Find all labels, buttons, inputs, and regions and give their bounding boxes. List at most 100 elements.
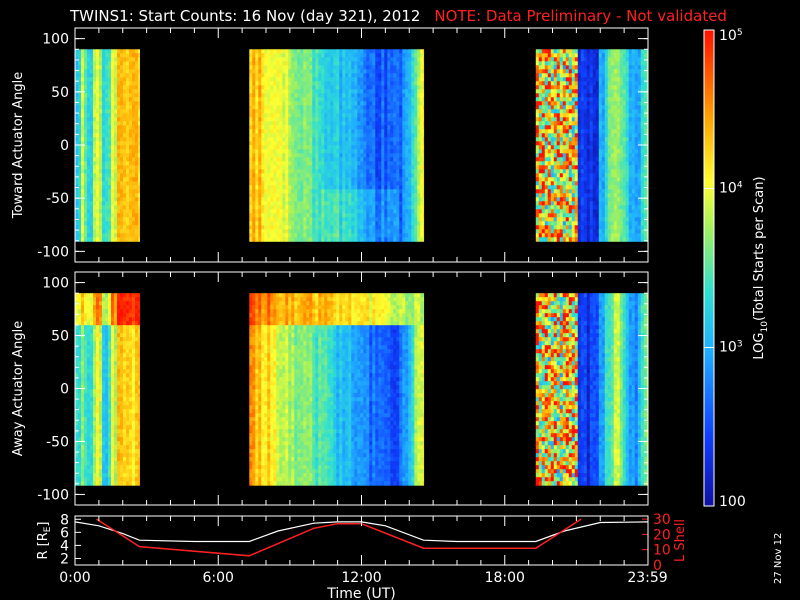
heatmap-cell: [279, 181, 283, 186]
heatmap-cell: [592, 61, 597, 66]
heatmap-cell: [81, 53, 85, 58]
heatmap-cell: [342, 137, 346, 142]
heatmap-cell: [120, 209, 124, 214]
heatmap-cell: [132, 229, 136, 234]
heatmap-cell: [408, 57, 412, 62]
heatmap-cell: [562, 73, 567, 78]
heatmap-cell: [369, 221, 373, 226]
heatmap-cell: [553, 49, 558, 54]
heatmap-cell: [363, 125, 367, 130]
heatmap-cell: [99, 125, 103, 130]
heatmap-cell: [294, 57, 298, 62]
heatmap-cell: [420, 117, 424, 122]
heatmap-cell: [285, 213, 289, 218]
heatmap-cell: [294, 189, 298, 194]
heatmap-cell: [390, 173, 394, 178]
heatmap-cell: [324, 49, 328, 54]
heatmap-cell: [589, 237, 594, 242]
heatmap-cell: [285, 105, 289, 110]
heatmap-cell: [351, 61, 355, 66]
heatmap-cell: [339, 65, 343, 70]
heatmap-cell: [369, 133, 373, 138]
heatmap-cell: [327, 93, 331, 98]
heatmap-cell: [339, 93, 343, 98]
heatmap-cell: [589, 101, 594, 106]
heatmap-cell: [258, 185, 262, 190]
heatmap-cell: [580, 229, 585, 234]
heatmap-cell: [87, 73, 91, 78]
heatmap-cell: [601, 65, 606, 70]
heatmap-cell: [402, 97, 406, 102]
heatmap-cell: [300, 181, 304, 186]
heatmap-cell: [108, 73, 112, 78]
heatmap-cell: [288, 177, 292, 182]
heatmap-cell: [402, 93, 406, 98]
heatmap-cell: [583, 153, 588, 158]
heatmap-cell: [111, 57, 115, 62]
heatmap-cell: [87, 141, 91, 146]
heatmap-cell: [279, 185, 283, 190]
heatmap-cell: [423, 209, 425, 214]
heatmap-cell: [592, 149, 597, 154]
heatmap-cell: [99, 105, 103, 110]
heatmap-cell: [372, 225, 376, 230]
heatmap-cell: [372, 201, 376, 206]
heatmap-cell: [372, 61, 376, 66]
heatmap-cell: [324, 97, 328, 102]
heatmap-cell: [592, 237, 597, 242]
heatmap-cell: [414, 185, 418, 190]
heatmap-cell: [294, 161, 298, 166]
heatmap-cell: [345, 201, 349, 206]
heatmap-cell: [571, 121, 576, 126]
heatmap-cell: [583, 49, 588, 54]
heatmap-cell: [571, 113, 576, 118]
heatmap-cell: [117, 101, 121, 106]
heatmap-cell: [414, 149, 418, 154]
heatmap-cell: [264, 237, 268, 242]
heatmap-cell: [129, 101, 133, 106]
heatmap-cell: [390, 105, 394, 110]
heatmap-cell: [114, 49, 118, 54]
heatmap-cell: [249, 93, 253, 98]
heatmap-cell: [423, 221, 425, 226]
heatmap-cell: [414, 85, 418, 90]
heatmap-cell: [411, 73, 415, 78]
heatmap-cell: [300, 229, 304, 234]
heatmap-cell: [108, 221, 112, 226]
heatmap-cell: [258, 165, 262, 170]
heatmap-cell: [84, 189, 88, 194]
heatmap-cell: [399, 57, 403, 62]
heatmap-cell: [414, 141, 418, 146]
heatmap-cell: [105, 77, 109, 82]
heatmap-cell: [369, 217, 373, 222]
heatmap-cell: [360, 205, 364, 210]
heatmap-cell: [273, 49, 277, 54]
heatmap-cell: [135, 57, 139, 62]
heatmap-cell: [111, 173, 115, 178]
heatmap-cell: [318, 181, 322, 186]
heatmap-cell: [303, 221, 307, 226]
heatmap-cell: [132, 93, 136, 98]
heatmap-cell: [387, 229, 391, 234]
heatmap-cell: [420, 77, 424, 82]
heatmap-cell: [276, 177, 280, 182]
heatmap-cell: [339, 73, 343, 78]
heatmap-cell: [565, 213, 570, 218]
heatmap-cell: [354, 129, 358, 134]
heatmap-cell: [126, 237, 130, 242]
heatmap-cell: [321, 137, 325, 142]
heatmap-cell: [261, 137, 265, 142]
heatmap-cell: [423, 165, 425, 170]
heatmap-cell: [108, 217, 112, 222]
heatmap-cell: [384, 181, 388, 186]
heatmap-cell: [306, 105, 310, 110]
heatmap-cell: [402, 173, 406, 178]
heatmap-cell: [378, 65, 382, 70]
heatmap-cell: [129, 81, 133, 86]
heatmap-cell: [420, 193, 424, 198]
heatmap-cell: [556, 237, 561, 242]
heatmap-cell: [348, 217, 352, 222]
heatmap-cell: [93, 49, 97, 54]
heatmap-cell: [348, 153, 352, 158]
heatmap-cell: [417, 225, 421, 230]
